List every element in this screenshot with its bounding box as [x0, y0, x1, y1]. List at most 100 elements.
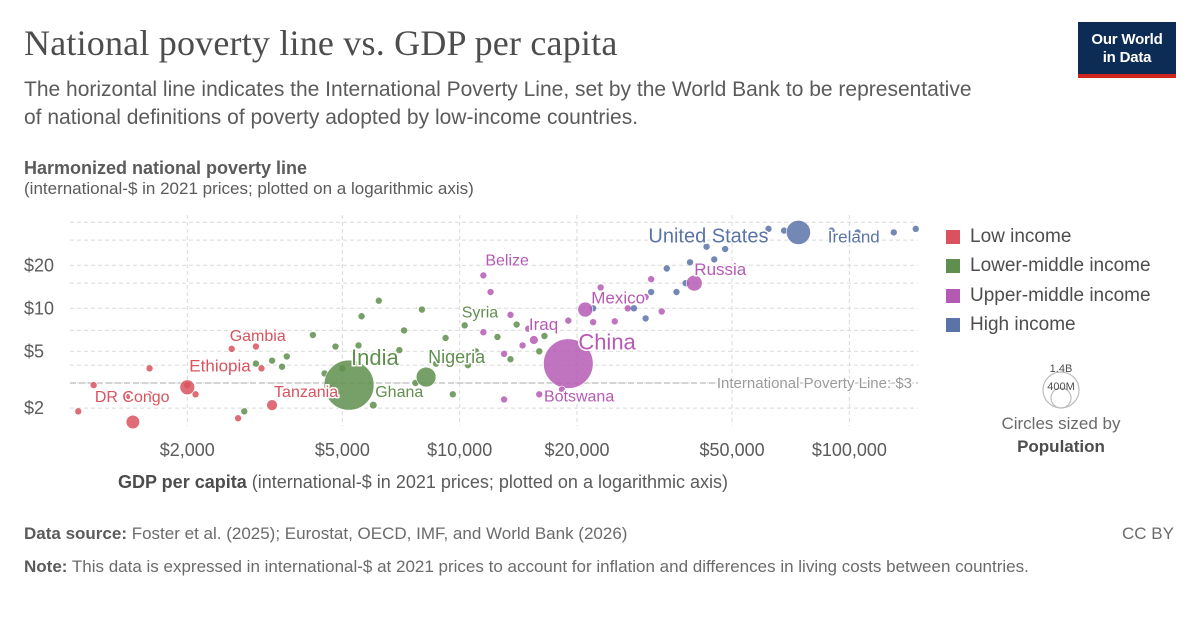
country-label: Belize: [485, 252, 529, 269]
country-point: [513, 321, 520, 328]
country-label: Tanzania: [274, 384, 338, 401]
country-point: [283, 353, 290, 360]
country-point: [252, 360, 260, 367]
country-point-labeled: [479, 271, 488, 280]
country-point: [663, 265, 671, 272]
color-legend: Low income Lower-middle income Upper-mid…: [946, 222, 1151, 340]
note-text: This data is expressed in international-…: [71, 557, 1029, 576]
country-point: [780, 227, 788, 234]
country-point: [642, 293, 649, 301]
country-point-labeled: [415, 366, 437, 388]
logo-line-2: in Data: [1102, 49, 1152, 66]
country-point: [525, 325, 532, 332]
legend-swatch: [946, 288, 960, 303]
country-label: Syria: [462, 304, 499, 321]
country-point: [375, 297, 382, 304]
country-point: [332, 343, 339, 350]
legend-item-upper-middle-income[interactable]: Upper-middle income: [946, 281, 1151, 311]
country-point: [449, 391, 456, 398]
country-point-labeled: [460, 321, 469, 330]
country-point: [418, 306, 426, 313]
country-point: [358, 313, 365, 320]
legend-item-high-income[interactable]: High income: [946, 311, 1151, 341]
source-text[interactable]: Foster et al. (2025); Eurostat, OECD, IM…: [131, 524, 628, 543]
country-point: [711, 256, 718, 263]
country-label: DR Congo: [95, 389, 170, 406]
license[interactable]: CC BY: [1122, 524, 1174, 543]
data-source: Data source: Foster et al. (2025); Euros…: [24, 524, 627, 544]
country-point: [234, 415, 242, 422]
country-point: [241, 363, 248, 370]
country-point: [647, 275, 655, 283]
country-point: [400, 327, 408, 334]
country-label: Iraq: [529, 315, 558, 334]
country-label: Ireland: [828, 227, 880, 246]
country-point: [375, 351, 382, 359]
size-legend-mid-label: 400M: [1047, 381, 1075, 393]
country-label: Gambia: [230, 328, 286, 345]
country-label: Russia: [694, 260, 747, 279]
country-point: [546, 322, 553, 330]
size-note-variable: Population: [1017, 437, 1105, 456]
country-point-labeled: [125, 414, 140, 430]
country-point: [432, 360, 440, 367]
country-point: [500, 396, 508, 403]
country-point: [686, 259, 694, 266]
country-point-labeled: [543, 338, 594, 389]
country-label: Ghana: [375, 384, 423, 401]
size-legend-circle-small: [1050, 387, 1072, 409]
chart-subtitle: The horizontal line indicates the Intern…: [24, 78, 972, 129]
poverty-line-label: International Poverty Line: $3: [717, 375, 912, 392]
country-point: [597, 284, 604, 291]
x-tick-label: $10,000: [427, 440, 492, 460]
country-point: [355, 342, 362, 349]
country-point: [507, 356, 514, 363]
country-point: [480, 329, 487, 336]
country-point: [442, 334, 449, 342]
country-point: [912, 225, 919, 233]
country-label: Mexico: [591, 289, 645, 308]
country-point: [396, 346, 403, 354]
x-tick-label: $50,000: [700, 440, 765, 460]
legend-swatch: [946, 318, 960, 333]
country-point: [241, 408, 248, 415]
legend-swatch: [946, 259, 960, 274]
country-point: [854, 229, 861, 236]
size-legend-max-label: 1.4B: [1050, 363, 1073, 375]
logo-line-1: Our World: [1091, 31, 1163, 48]
x-tick-label: $100,000: [812, 440, 887, 460]
country-point: [536, 348, 543, 355]
country-point: [536, 391, 543, 398]
country-point-labeled: [577, 301, 594, 318]
owid-logo[interactable]: Our World in Data: [1078, 22, 1176, 78]
x-tick-label: $5,000: [315, 440, 370, 460]
country-point: [146, 391, 153, 398]
size-legend: 1.4B 400M: [1042, 363, 1080, 409]
country-point: [589, 318, 597, 326]
country-point: [541, 332, 548, 340]
country-point: [90, 381, 97, 389]
y-tick-label: $5: [24, 341, 44, 361]
legend-label: Upper-middle income: [970, 284, 1151, 306]
country-point: [494, 333, 501, 341]
size-note-prefix: Circles sized by: [1001, 414, 1121, 433]
country-point-labeled: [786, 219, 811, 245]
x-tick-label: $2,000: [160, 440, 215, 460]
legend-label: Low income: [970, 225, 1072, 247]
size-note: Circles sized by Population: [978, 412, 1144, 458]
country-point: [252, 343, 260, 350]
legend-item-lower-middle-income[interactable]: Lower-middle income: [946, 252, 1151, 282]
country-point: [278, 363, 286, 370]
country-point: [519, 342, 526, 349]
y-axis-title: Harmonized national poverty line: [24, 158, 308, 178]
country-point: [258, 365, 265, 372]
country-point-labeled: [179, 379, 196, 396]
country-point: [673, 288, 680, 296]
country-point-labeled: [227, 345, 236, 353]
legend-item-low-income[interactable]: Low income: [946, 222, 1151, 252]
legend-label: Lower-middle income: [970, 255, 1151, 277]
country-point: [500, 350, 508, 358]
country-label: Botswana: [544, 389, 614, 406]
legend-swatch: [946, 229, 960, 244]
